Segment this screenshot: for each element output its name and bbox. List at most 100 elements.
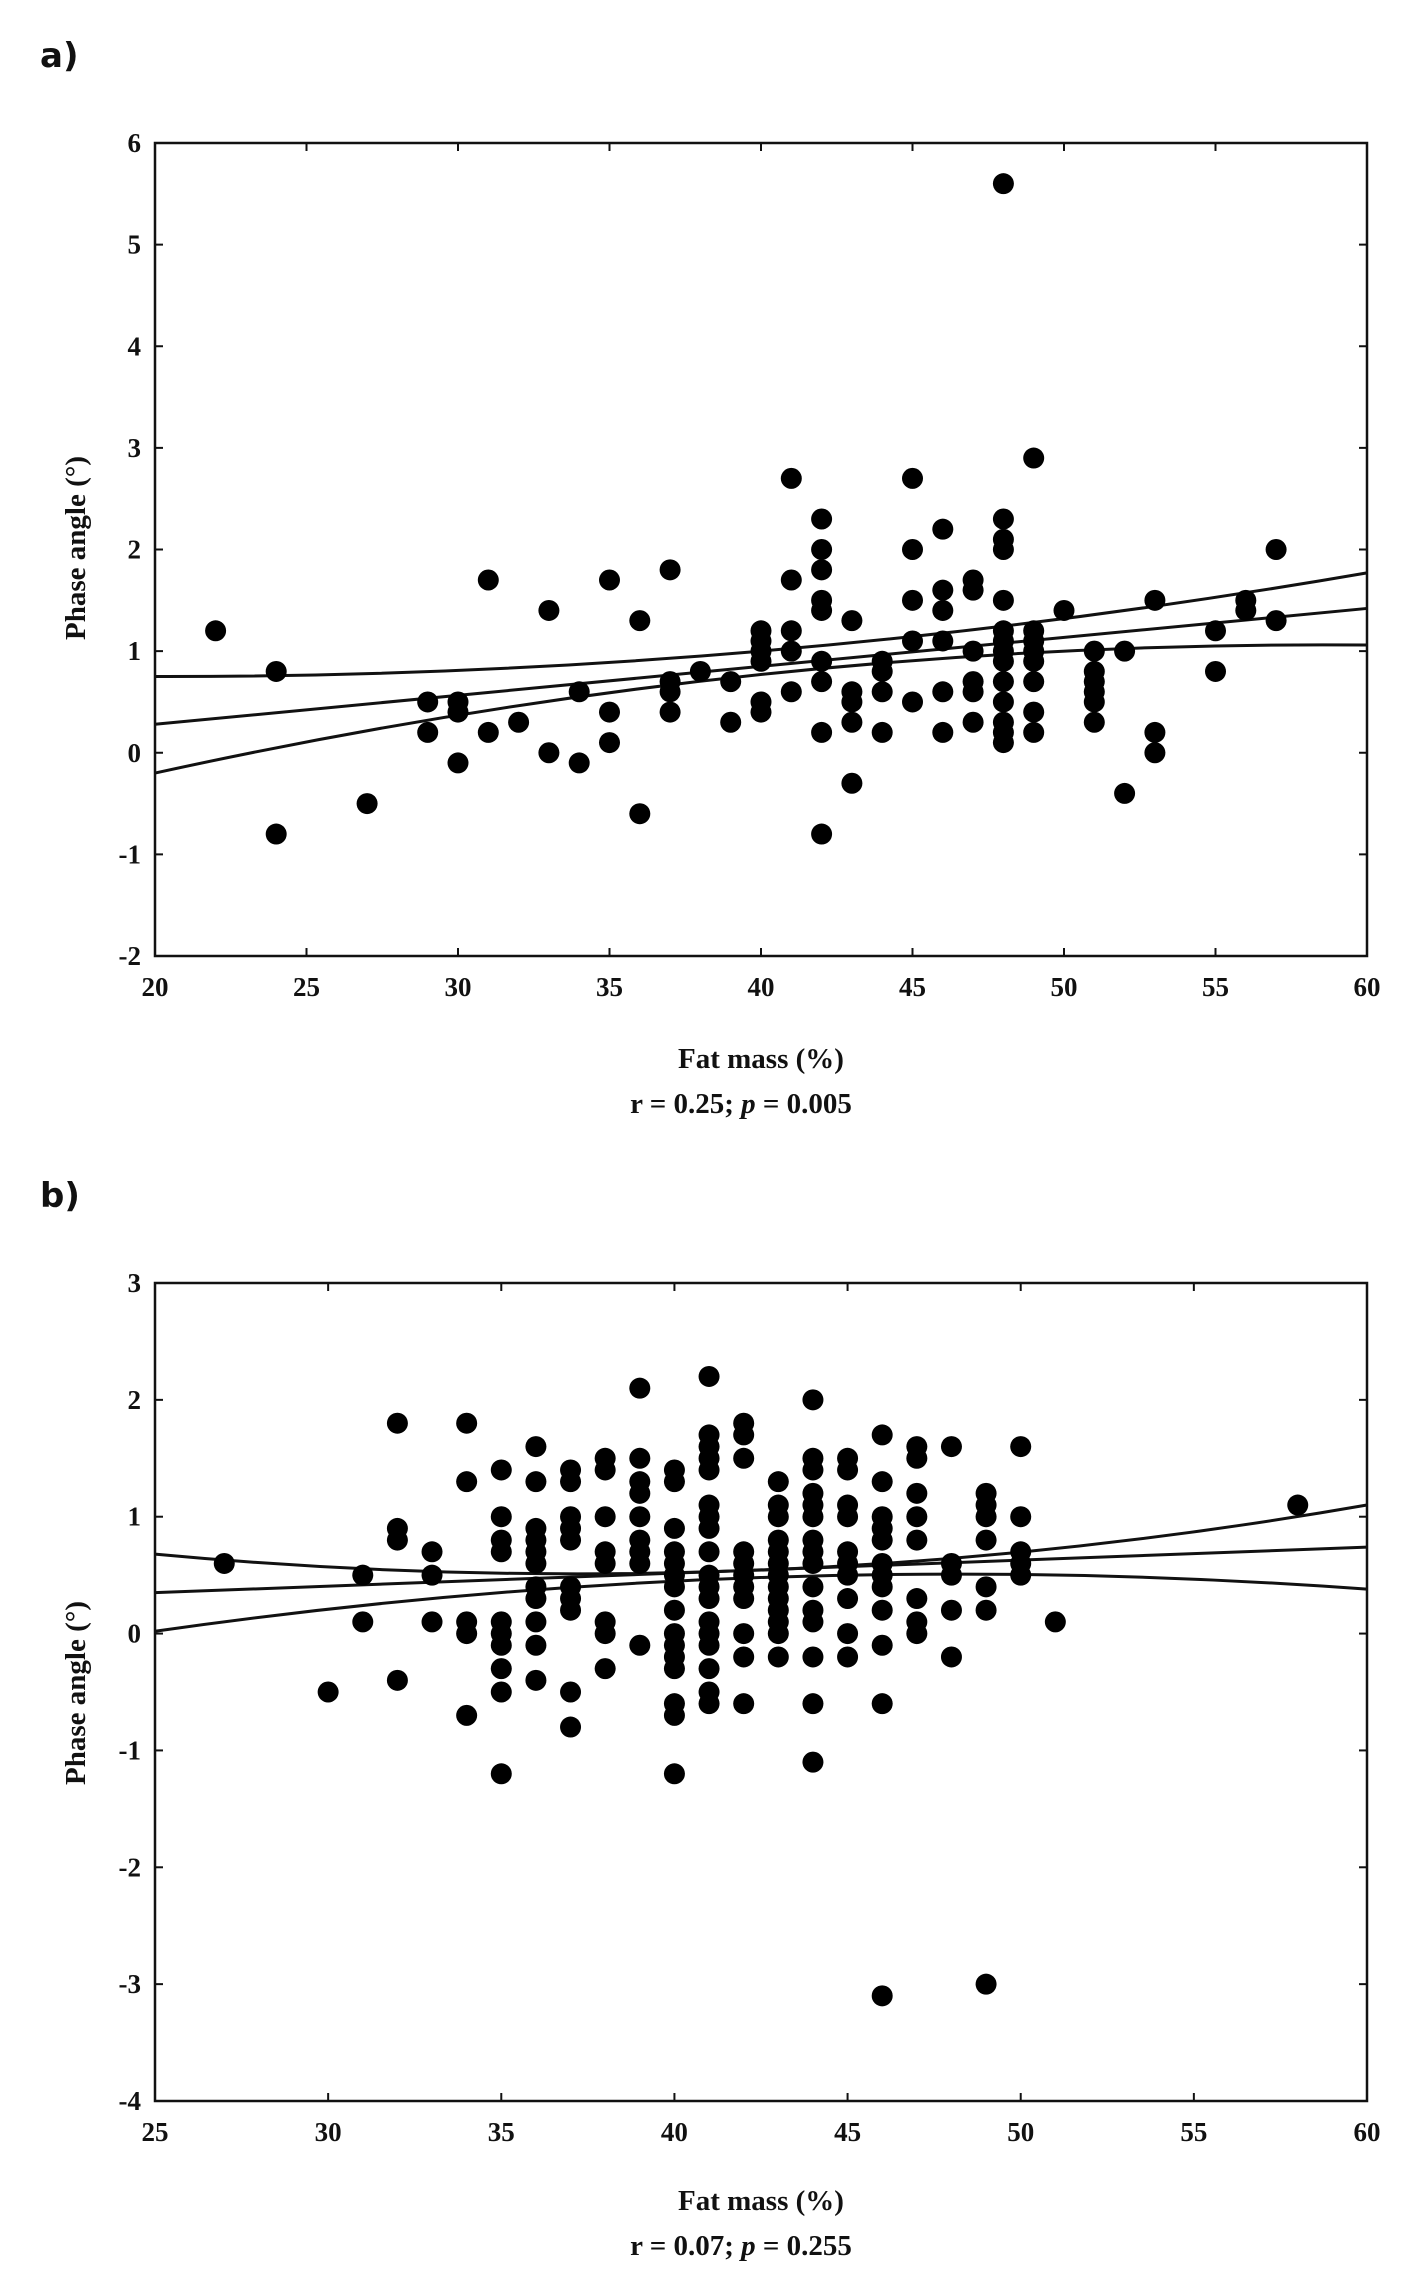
panel-b-data-point xyxy=(525,1588,547,1610)
panel-b-data-point xyxy=(698,1588,720,1610)
panel-a-y-tick-label: 1 xyxy=(128,636,142,666)
panel-b-label: b) xyxy=(40,1176,80,1216)
panel-b-data-point xyxy=(698,1658,720,1680)
panel-a-data-point xyxy=(902,691,923,713)
panel-a-data-point xyxy=(568,681,590,703)
panel-b-stat-p-value: = 0.255 xyxy=(756,2230,852,2262)
panel-b-ci-lower-line xyxy=(154,1572,1368,1633)
panel-b-data-point xyxy=(733,1424,755,1446)
panel-a-data-point xyxy=(1083,640,1105,662)
panel-a-fit-lines xyxy=(154,571,1368,775)
panel-b-data-point xyxy=(456,1623,478,1645)
panel-a-points xyxy=(205,173,1287,845)
panel-b-data-point xyxy=(837,1564,859,1586)
panel-b-data-point xyxy=(975,1599,997,1621)
panel-a-data-point xyxy=(811,671,833,693)
panel-a-data-point xyxy=(659,559,681,581)
panel-b-data-point xyxy=(352,1564,374,1586)
panel-b-data-point xyxy=(560,1599,582,1621)
panel-b-data-point xyxy=(525,1634,547,1656)
panel-a-data-point xyxy=(902,467,923,489)
panel-b-data-point xyxy=(560,1529,582,1551)
panel-b-data-point xyxy=(871,1985,893,2007)
panel-b-data-point xyxy=(802,1611,824,1633)
panel-a-data-point xyxy=(205,620,227,642)
panel-a-data-point xyxy=(992,732,1014,754)
panel-a-data-point xyxy=(659,681,681,703)
panel-b-data-point xyxy=(802,1576,824,1598)
panel-a-data-point xyxy=(1023,721,1045,743)
panel-b-x-tick-label: 35 xyxy=(488,2117,515,2147)
panel-a-data-point xyxy=(417,721,439,743)
panel-a-data-point xyxy=(599,732,620,754)
panel-b-data-point xyxy=(525,1471,547,1493)
panel-a-y-axis-title: Phase angle (°) xyxy=(60,456,92,640)
panel-a-data-point xyxy=(871,721,893,743)
panel-b-data-point xyxy=(1044,1611,1066,1633)
panel-a-data-point xyxy=(720,671,742,693)
panel-b-data-point xyxy=(594,1658,616,1680)
panel-a-data-point xyxy=(992,173,1014,195)
panel-b-data-point xyxy=(906,1588,928,1610)
panel-a-stat-p-value: = 0.005 xyxy=(756,1088,852,1120)
panel-b-data-point xyxy=(975,1576,997,1598)
panel-b-data-point xyxy=(594,1506,616,1528)
panel-a-x-tick-label: 55 xyxy=(1202,972,1229,1002)
panel-a-data-point xyxy=(932,681,954,703)
panel-b-data-point xyxy=(629,1506,651,1528)
panel-b-y-axis-title: Phase angle (°) xyxy=(60,1601,92,1785)
panel-b-y-axis: -4 -3 -2 -1 0 1 2 3 xyxy=(119,1268,1367,2116)
panel-b-y-tick-label: -1 xyxy=(119,1735,142,1765)
panel-a-plot-frame xyxy=(153,141,1369,958)
panel-b-plot-frame xyxy=(153,1281,1369,2103)
panel-a-data-point xyxy=(841,711,863,733)
panel-b-data-point xyxy=(802,1751,824,1773)
panel-b-data-point xyxy=(802,1389,824,1411)
panel-a-data-point xyxy=(659,701,681,723)
panel-a-data-point xyxy=(629,803,651,825)
panel-b-data-point xyxy=(906,1623,928,1645)
panel-a-data-point xyxy=(1023,650,1045,672)
panel-a-y-tick-label: -1 xyxy=(119,839,142,869)
panel-b-data-point xyxy=(1287,1494,1309,1516)
panel-a-data-point xyxy=(599,569,620,591)
panel-b-x-axis: 25 30 35 40 45 50 55 60 xyxy=(142,1283,1381,2147)
panel-b-data-point xyxy=(560,1681,582,1703)
panel-a-data-point xyxy=(1053,599,1075,621)
panel-b-data-point xyxy=(733,1623,755,1645)
panel-b-data-point xyxy=(802,1646,824,1668)
panel-b-stat-text: r = 0.07; p = 0.255 xyxy=(630,2230,852,2262)
panel-b-data-point xyxy=(525,1552,547,1574)
panel-b-data-point xyxy=(456,1704,478,1726)
panel-b-y-tick-label: -3 xyxy=(119,1969,142,1999)
panel-b-data-point xyxy=(871,1599,893,1621)
panel-b-data-point xyxy=(386,1529,408,1551)
panel-b-data-point xyxy=(837,1646,859,1668)
panel-b-data-point xyxy=(698,1634,720,1656)
panel-a-data-point xyxy=(780,640,802,662)
panel-b-y-tick-label: 1 xyxy=(128,1502,142,1532)
panel-b-data-point xyxy=(213,1552,235,1574)
panel-b-data-point xyxy=(940,1599,962,1621)
panel-a-stat-p-symbol: p xyxy=(738,1088,756,1120)
panel-a-data-point xyxy=(992,539,1014,560)
panel-b-data-point xyxy=(663,1576,685,1598)
panel-b-data-point xyxy=(490,1506,512,1528)
panel-a-x-tick-label: 25 xyxy=(293,972,320,1002)
panel-a-data-point xyxy=(750,650,772,672)
panel-a-data-point xyxy=(447,701,469,723)
panel-b-data-point xyxy=(733,1447,755,1469)
panel-a-data-point xyxy=(811,599,833,621)
panel-a-data-point xyxy=(417,691,439,713)
panel-a-data-point xyxy=(932,579,954,601)
panel-b-data-point xyxy=(906,1529,928,1551)
panel-a-data-point xyxy=(1265,539,1287,560)
panel-a-data-point xyxy=(265,660,287,682)
panel-a-data-point xyxy=(720,711,742,733)
panel-a-data-point xyxy=(932,599,954,621)
panel-b-data-point xyxy=(837,1588,859,1610)
panel-b-data-point xyxy=(594,1552,616,1574)
panel-b-stat-p-symbol: p xyxy=(738,2230,756,2262)
panel-a-data-point xyxy=(1023,671,1045,693)
panel-b-points xyxy=(213,1365,1309,2007)
